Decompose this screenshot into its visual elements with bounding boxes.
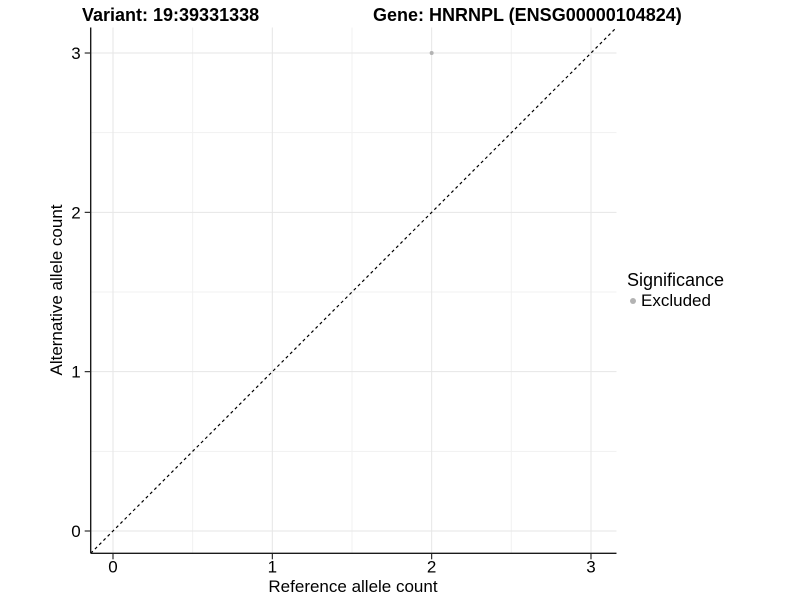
y-tick-label: 1: [71, 363, 80, 382]
variant-title: Variant: 19:39331338: [82, 5, 260, 25]
identity-line: [90, 27, 617, 554]
legend-entry-label: Excluded: [641, 291, 711, 310]
data-point: [429, 51, 434, 56]
y-axis-title: Alternative allele count: [47, 204, 66, 376]
x-axis-title: Reference allele count: [268, 577, 438, 596]
y-tick-label: 3: [71, 44, 80, 63]
x-tick-label: 2: [427, 557, 436, 576]
legend-entry-excluded: Excluded: [627, 292, 724, 310]
x-tick-label: 3: [586, 557, 595, 576]
legend: Significance Excluded: [627, 270, 724, 310]
excluded-dot-icon: [630, 298, 636, 304]
gene-title: Gene: HNRNPL (ENSG00000104824): [373, 5, 682, 25]
y-tick-label: 2: [71, 203, 80, 222]
x-tick-label: 0: [108, 557, 117, 576]
y-tick-label: 0: [71, 522, 80, 541]
x-tick-label: 1: [268, 557, 277, 576]
legend-title: Significance: [627, 270, 725, 290]
